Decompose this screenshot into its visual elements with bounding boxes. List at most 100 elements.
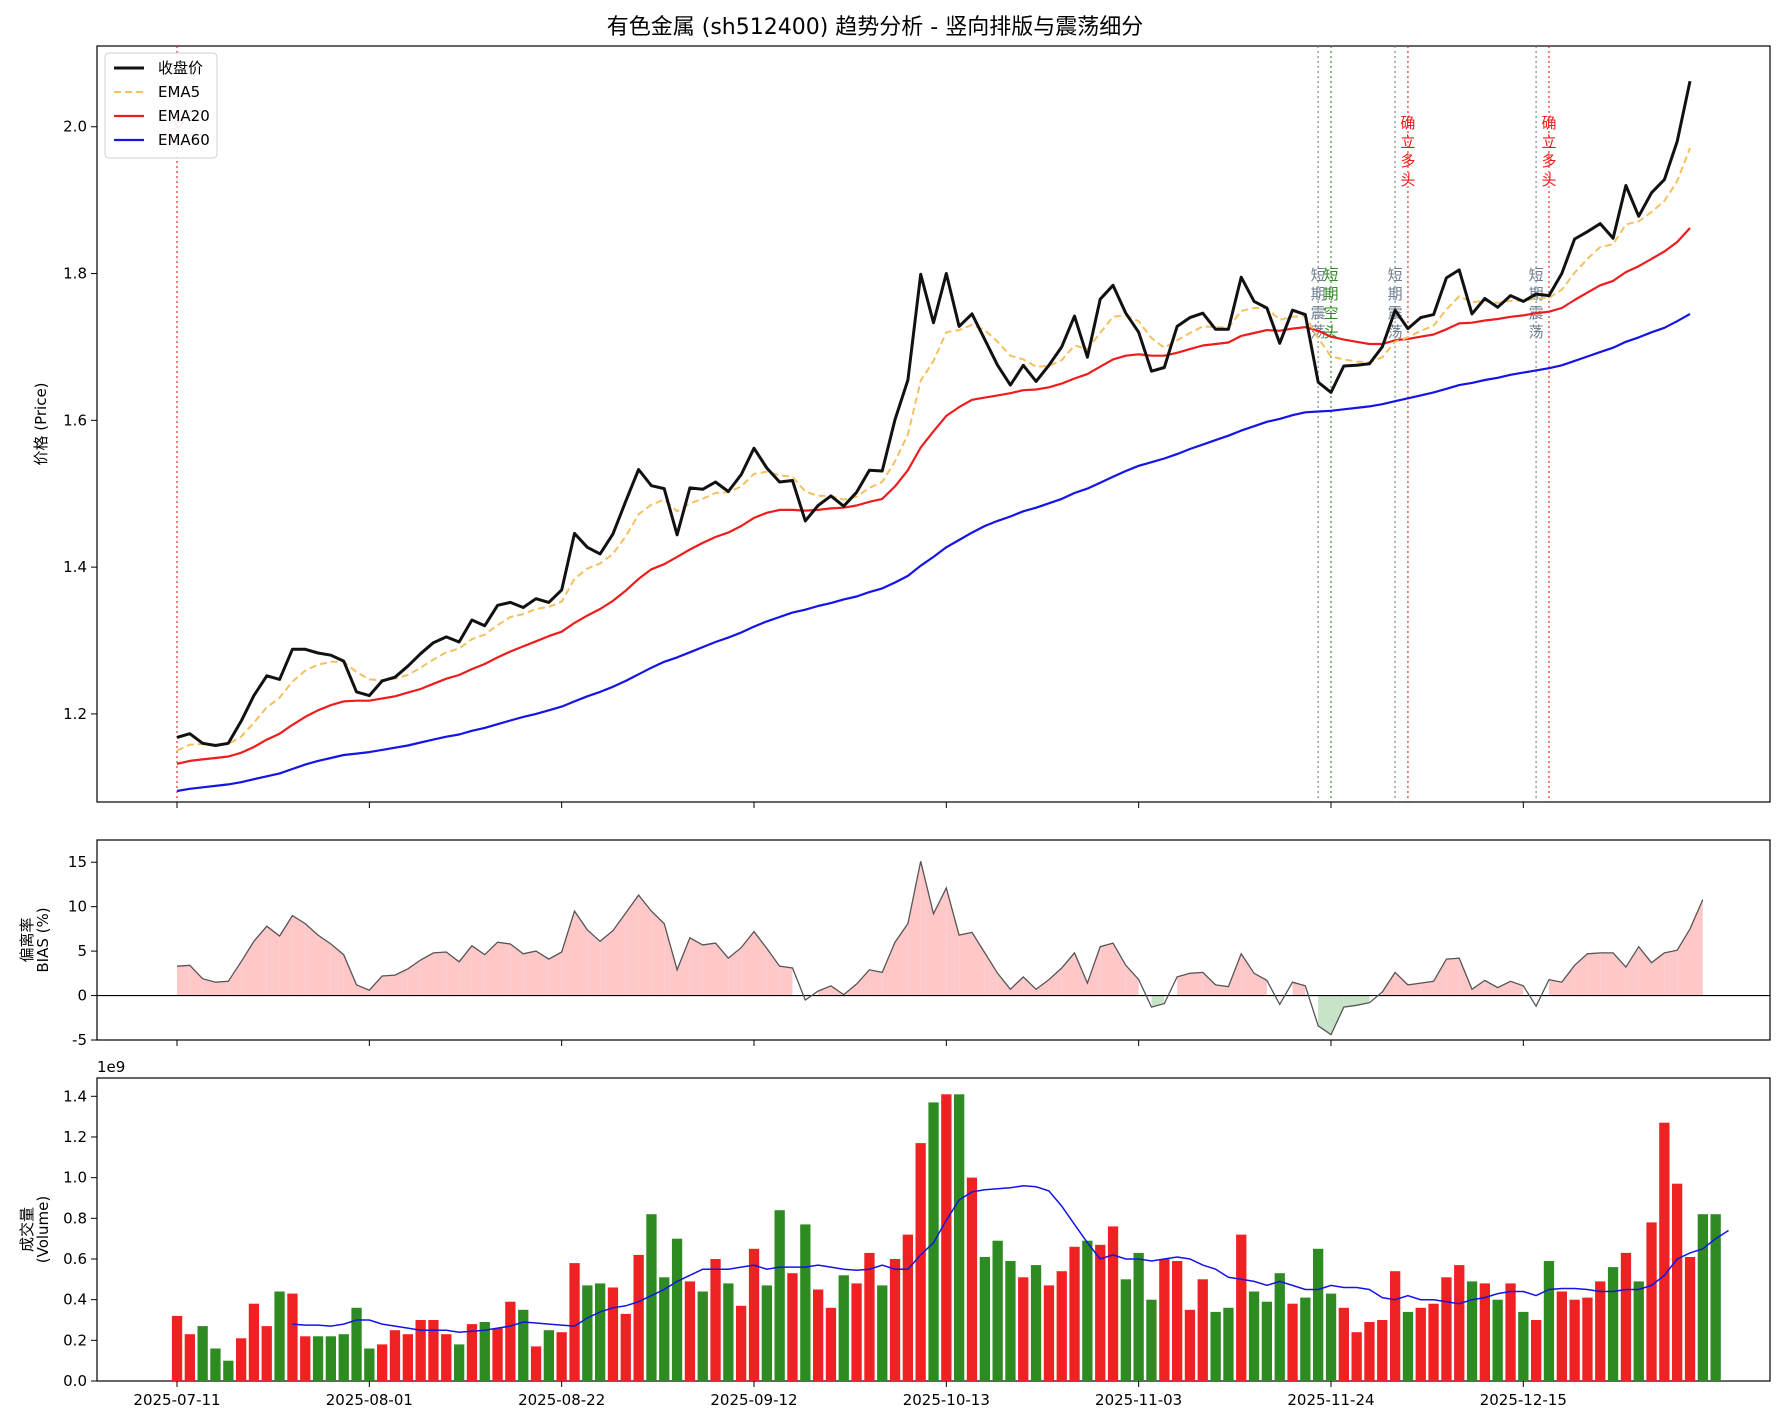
bias-fill-positive [882,942,896,996]
volume-bar-down [1082,1240,1093,1381]
bias-fill-positive [1433,959,1447,996]
bias-fill-positive [177,965,190,996]
y-tick-label: 0.2 [63,1331,87,1349]
bias-fill-positive [574,911,588,996]
x-tick-label: 2025-07-11 [133,1391,220,1409]
volume-bar-up [684,1281,696,1381]
volume-bar-up [287,1293,298,1381]
bias-fill-positive [600,930,613,996]
signal-label: 短 [1388,266,1403,284]
volume-bar-up [915,1143,926,1381]
bias-fill-positive [318,935,331,996]
volume-bar-up [415,1320,426,1381]
volume-bar-down [1223,1307,1234,1381]
bias-fill-positive [638,895,652,996]
volume-bar-down [454,1344,465,1381]
signal-label: 短 [1323,266,1338,284]
signal-label: 立 [1541,133,1556,151]
bias-fill-positive [625,895,639,996]
volume-bar-down [1607,1267,1619,1381]
bias-fill-positive [677,937,690,996]
bias-fill-positive [689,937,703,996]
volume-bar-up [1620,1252,1632,1381]
bias-fill-positive [702,943,716,996]
bias-fill-positive [1189,972,1203,996]
volume-bar-down [1313,1248,1324,1381]
signal-label: 确 [1400,114,1415,132]
volume-bar-up [787,1273,798,1381]
bias-fill-positive [766,948,780,996]
volume-bar-up [1236,1234,1247,1381]
volume-bar-down [1325,1293,1337,1381]
volume-panel: 0.0 0.2 0.4 0.6 0.8 1.0 1.2 1.4 成交量(Volume) 1e9 20… [18,1058,1771,1409]
volume-bar-down [1710,1214,1721,1381]
volume-bar-down [1300,1297,1311,1381]
signal-label: 荡 [1388,323,1403,341]
y-axis-label: 价格 (Price) [32,382,50,465]
volume-bar-down [1543,1261,1555,1381]
bias-fill-positive [856,969,870,996]
bias-fill-positive [266,926,280,996]
volume-bar-up [1646,1222,1657,1381]
volume-bar-up [902,1234,913,1381]
volume-bar-up [1043,1285,1055,1381]
bias-fill-positive [382,975,395,996]
volume-bar-up [505,1301,516,1381]
volume-bar-up [851,1283,862,1381]
bias-fill-positive [946,888,960,996]
bias-fill-positive [189,965,203,996]
signal-label: 荡 [1529,323,1544,341]
volume-bar-up [1377,1320,1388,1381]
volume-bar-up [736,1305,747,1381]
bias-fill-positive [561,911,575,996]
close-price-line [176,80,1692,747]
legend-entry: EMA5 [158,83,200,101]
x-tick-label: 2025-11-24 [1287,1391,1374,1409]
x-tick-label: 2025-11-03 [1095,1391,1182,1409]
bias-fill-positive [959,932,972,996]
bias-fill-positive [1023,976,1037,996]
signal-label: 期 [1311,285,1326,303]
signal-label: 确 [1541,114,1556,132]
bias-fill-positive [523,951,537,996]
bias-fill-positive [1215,984,1229,996]
bias-fill-positive [997,973,1011,996]
bias-fill-positive [292,915,306,996]
bias-fill-positive [741,931,754,996]
y-tick-label: 1.8 [63,265,87,283]
volume-bar-up [441,1334,452,1381]
signal-label: 期 [1388,285,1403,303]
bias-fill-positive [1202,972,1216,996]
bias-fill-positive [369,976,383,996]
y-tick-label: 1.2 [63,1128,87,1146]
volume-bar-up [1582,1297,1593,1381]
volume-bar-up [184,1334,195,1381]
bias-fill-positive [253,926,267,996]
volume-bar-up [389,1330,401,1381]
volume-bar-down [1030,1265,1042,1381]
bias-fill-positive [1061,952,1075,996]
bias-fill-positive [446,952,460,996]
bias-fill-positive [484,942,498,996]
volume-bar-down [1210,1311,1221,1381]
volume-bar-up [1556,1291,1567,1381]
y-axis-label: 偏离率 [18,917,36,962]
volume-bar-down [223,1360,234,1381]
bias-fill-positive [869,969,883,996]
bias-fill-positive [1472,980,1485,996]
y-tick-label: 2.0 [63,118,87,136]
legend-box [104,52,218,159]
volume-bar-down [518,1309,529,1381]
bias-fill-positive [1074,952,1088,996]
bias-fill-positive [907,861,921,996]
x-tick-label: 2025-08-22 [518,1391,605,1409]
volume-bar-up [1479,1283,1490,1381]
volume-bar-down [1466,1281,1478,1381]
bias-fill-positive [356,984,370,996]
signal-label: 多 [1400,152,1415,170]
bias-fill-positive [1651,952,1665,996]
bias-fill-positive [818,985,831,996]
y-tick-label: -5 [72,1031,87,1049]
bias-fill-positive [715,943,729,996]
